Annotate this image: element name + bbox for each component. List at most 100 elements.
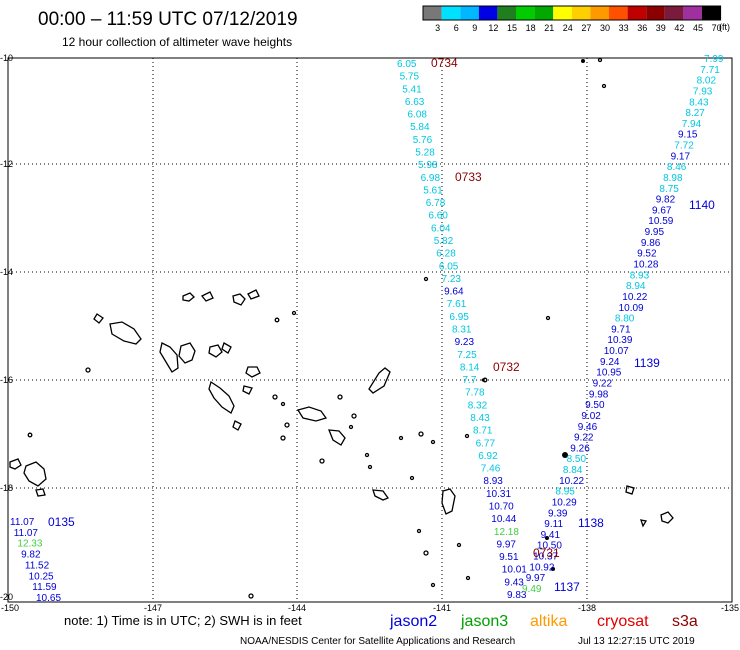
lon-label: -135 — [721, 603, 739, 613]
wave-height-value: 8.27 — [685, 108, 705, 119]
wave-height-value: 7.71 — [700, 65, 720, 76]
wave-height-value: 9.50 — [585, 400, 605, 411]
wave-height-value: 8.43 — [470, 413, 490, 424]
pass-time-label: 0135 — [48, 515, 75, 529]
wave-height-value: 9.86 — [641, 238, 661, 249]
colorbar-swatch — [683, 6, 702, 20]
wave-height-value: 10.22 — [559, 476, 584, 487]
islet — [409, 475, 415, 481]
wave-height-value: 10.09 — [619, 303, 644, 314]
wave-height-value: 9.97 — [497, 539, 517, 550]
wave-height-value: 11.52 — [25, 560, 50, 571]
wave-height-value: 9.67 — [652, 205, 672, 216]
island-outline — [296, 406, 328, 422]
wave-height-value: 9.15 — [678, 130, 698, 141]
colorbar-label: 30 — [600, 23, 610, 33]
island-outline — [208, 344, 223, 358]
wave-height-value: 10.39 — [607, 335, 632, 346]
island-outline — [441, 488, 456, 515]
colorbar-swatch — [516, 6, 535, 20]
wave-height-value: 9.23 — [455, 337, 475, 348]
wave-height-value: 10.28 — [633, 260, 658, 271]
colorbar-label: 24 — [563, 23, 573, 33]
wave-height-value: 8.95 — [555, 487, 575, 498]
wave-height-value: 9.82 — [21, 550, 41, 561]
islet — [284, 422, 290, 428]
wave-height-value: 6.05 — [439, 261, 459, 272]
island-outline — [368, 367, 391, 394]
island-outline — [247, 289, 260, 300]
islet — [85, 367, 91, 373]
wave-height-value: 10.22 — [622, 292, 647, 303]
islet — [416, 528, 422, 534]
wave-height-value: 10.29 — [552, 498, 577, 509]
wave-height-value: 10.44 — [491, 514, 516, 525]
wave-height-value: 12.33 — [17, 539, 42, 550]
wave-height-value: 5.98 — [418, 160, 438, 171]
colorbar-label: 39 — [656, 23, 666, 33]
colorbar-swatch — [571, 6, 591, 20]
colorbar-swatch — [534, 6, 554, 20]
map-title: 00:00 – 11:59 UTC 07/12/2019 — [38, 9, 298, 30]
footer-note: note: 1) Time is in UTC; 2) SWH is in fe… — [64, 613, 302, 628]
islet — [423, 276, 429, 282]
lat-label: -16 — [0, 375, 13, 385]
lat-label: -10 — [0, 53, 13, 63]
island-outline — [372, 489, 390, 501]
pass-time-label: 0733 — [455, 170, 482, 184]
wave-height-value: 9.98 — [589, 389, 609, 400]
colorbar-swatch — [702, 6, 721, 20]
wave-height-value: 7.72 — [674, 141, 694, 152]
colorbar-swatch — [460, 6, 479, 20]
latitude-labels: -10 -12 -14 -16 -18 -20 — [0, 53, 13, 602]
footer-credit: NOAA/NESDIS Center for Satellite Applica… — [240, 636, 515, 647]
lon-label: -147 — [144, 603, 162, 613]
legend-cryosat: cryosat — [597, 613, 649, 630]
wave-height-value: 5.84 — [410, 122, 430, 133]
colorbar-swatch — [609, 6, 628, 20]
islet — [274, 317, 280, 323]
wave-height-value: 5.76 — [413, 135, 433, 146]
island-marker — [562, 452, 568, 458]
wave-height-value: 5.28 — [415, 148, 435, 159]
wave-height-value: 9.49 — [522, 584, 542, 595]
wave-height-value: 9.22 — [593, 379, 613, 390]
wave-height-value: 9.11 — [544, 519, 563, 530]
wave-height-value: 8.80 — [615, 314, 635, 325]
wave-height-value: 7.23 — [442, 274, 462, 285]
wave-height-value: 9.39 — [548, 508, 568, 519]
island-markers — [481, 59, 585, 571]
wave-height-value: 8.02 — [697, 76, 717, 87]
wave-height-value: 9.26 — [570, 443, 590, 454]
wave-height-value: 6.28 — [436, 249, 456, 260]
legend-jason2: jason2 — [389, 613, 437, 630]
islet — [398, 435, 404, 441]
island-outline — [625, 485, 635, 495]
wave-height-value: 10.92 — [529, 562, 554, 573]
wave-height-value: 7.7 — [463, 375, 477, 386]
island-outline — [35, 488, 46, 497]
wave-height-value: 8.84 — [563, 465, 583, 476]
wave-height-value: 9.43 — [504, 577, 524, 588]
colorbar-label: 42 — [674, 23, 684, 33]
colorbar-label: 15 — [507, 23, 517, 33]
wave-height-value: 10.01 — [502, 565, 527, 576]
lon-label: -144 — [288, 603, 306, 613]
island-marker — [545, 536, 549, 540]
lat-label: -18 — [0, 483, 13, 493]
island-outline — [208, 380, 235, 414]
wave-height-value: 9.17 — [671, 151, 691, 162]
wave-height-value: 6.08 — [408, 110, 428, 121]
islet — [351, 413, 357, 419]
wave-height-value: 8.71 — [473, 426, 493, 437]
islet — [545, 315, 551, 321]
plot-frame — [7, 57, 733, 603]
islet — [464, 433, 470, 439]
wave-height-value: 12.18 — [494, 527, 519, 538]
colorbar-label: 21 — [544, 23, 554, 33]
wave-height-value: 9.24 — [600, 357, 620, 368]
colorbar-label: 27 — [581, 23, 591, 33]
wave-height-value: 7.93 — [693, 86, 713, 97]
